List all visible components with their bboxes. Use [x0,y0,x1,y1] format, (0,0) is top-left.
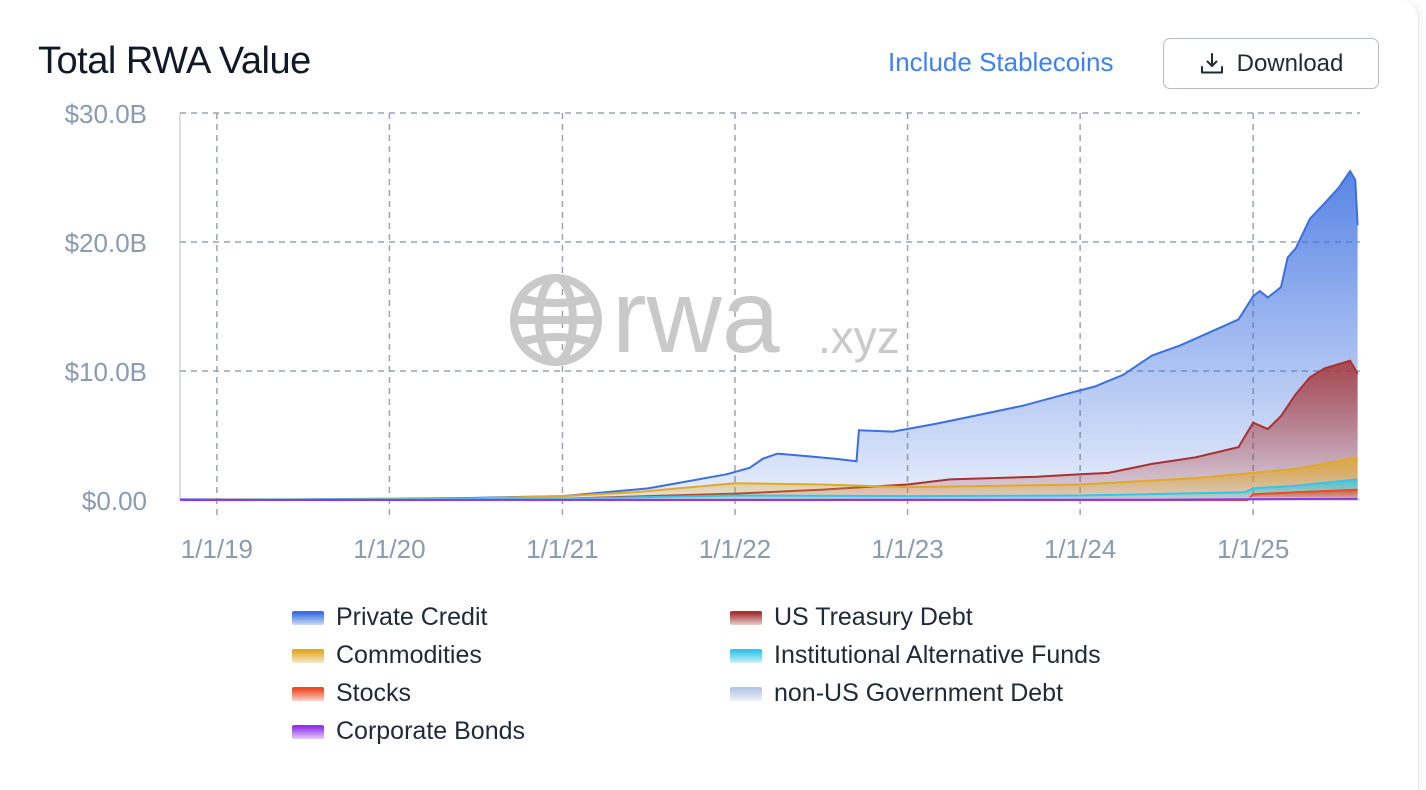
include-stablecoins-toggle[interactable]: Include Stablecoins [888,47,1114,77]
line-corporate-bonds [179,497,1358,501]
legend-swatch [292,610,324,625]
legend-item[interactable]: non-US Government Debt [730,679,1063,708]
axes: $0.00 $10.0B $20.0B $30.0B 1/1/19 1/1/20 1/1/2… [65,99,1290,564]
legend-swatch [292,686,324,701]
download-label: Download [1236,49,1344,77]
y-tick-label: $10.0B [65,357,147,387]
legend-label: Institutional Alternative Funds [774,641,1101,669]
legend-swatch [730,686,762,701]
x-tick-label: 1/1/22 [699,534,771,564]
legend-item[interactable]: Commodities [292,641,482,670]
download-button[interactable]: Download [1163,38,1379,89]
y-tick-label: $30.0B [65,99,147,129]
area-commodities[interactable] [180,457,1358,500]
x-tick-label: 1/1/19 [181,534,253,564]
line-institutional-alternative-funds [179,478,1358,501]
legend-label: non-US Government Debt [774,679,1064,707]
watermark: rwa .xyz [510,259,900,375]
x-tick-label: 1/1/25 [1217,534,1289,564]
series-areas [179,169,1359,501]
x-tick-label: 1/1/20 [353,534,425,564]
legend-label: Private Credit [336,603,488,631]
legend-label: Corporate Bonds [336,717,526,745]
legend-item[interactable]: Private Credit [292,603,487,632]
legend-label: Commodities [336,641,482,669]
legend-swatch [292,648,324,663]
legend-item[interactable]: US Treasury Debt [730,603,973,632]
line-commodities [179,456,1358,501]
legend-item[interactable]: Institutional Alternative Funds [730,641,1101,670]
legend-item[interactable]: Stocks [292,679,411,708]
watermark-suffix: .xyz [818,311,900,363]
line-private-credit [180,169,1359,501]
x-tick-label: 1/1/24 [1044,534,1116,564]
legend-label: US Treasury Debt [774,603,973,631]
watermark-brand: rwa [612,259,780,375]
legend-item[interactable]: Corporate Bonds [292,717,525,746]
globe-icon [510,274,602,366]
area-private-credit[interactable] [180,171,1358,500]
legend-swatch [292,724,324,739]
legend-label: Stocks [336,679,412,707]
legend-swatch [730,610,762,625]
legend-swatch [730,648,762,663]
y-tick-label: $0.00 [82,486,147,516]
x-tick-label: 1/1/23 [871,534,943,564]
download-icon [1199,51,1225,77]
x-tick-label: 1/1/21 [526,534,598,564]
chart-title: Total RWA Value [38,40,311,82]
y-tick-label: $20.0B [65,228,147,258]
